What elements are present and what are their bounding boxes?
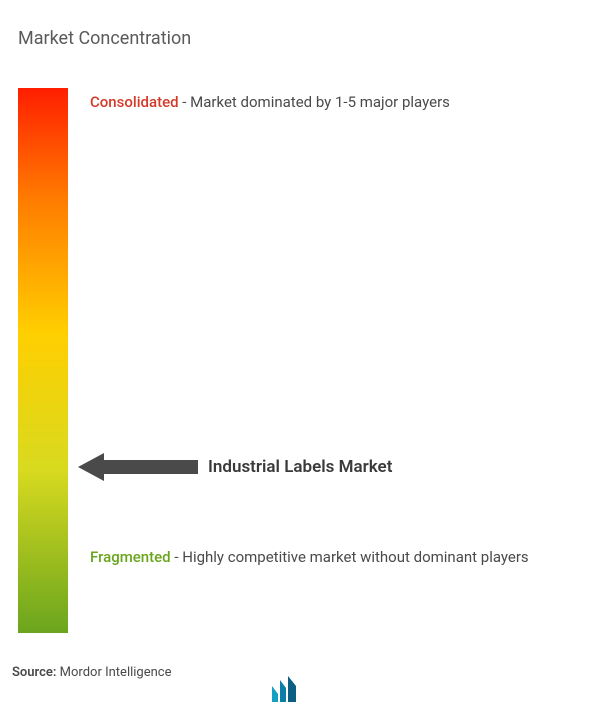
source-label: Source: bbox=[12, 665, 56, 680]
consolidated-desc: - Market dominated by 1-5 major players bbox=[182, 93, 450, 111]
fragmented-label: Fragmented - Highly competitive market w… bbox=[90, 545, 573, 571]
market-position-marker: Industrial Labels Market bbox=[78, 456, 392, 478]
consolidated-label: Consolidated - Market dominated by 1-5 m… bbox=[90, 90, 573, 116]
concentration-gradient-bar bbox=[18, 88, 68, 633]
source-attribution: Source: Mordor Intelligence bbox=[12, 665, 172, 680]
marker-label: Industrial Labels Market bbox=[208, 457, 392, 477]
mordor-logo-icon bbox=[272, 676, 308, 702]
source-value: Mordor Intelligence bbox=[60, 665, 172, 680]
consolidated-term: Consolidated bbox=[90, 93, 179, 111]
fragmented-term: Fragmented bbox=[90, 548, 171, 566]
fragmented-desc: - Highly competitive market without domi… bbox=[174, 548, 528, 566]
arrow-left-icon bbox=[78, 456, 198, 478]
page-title: Market Concentration bbox=[18, 28, 191, 49]
